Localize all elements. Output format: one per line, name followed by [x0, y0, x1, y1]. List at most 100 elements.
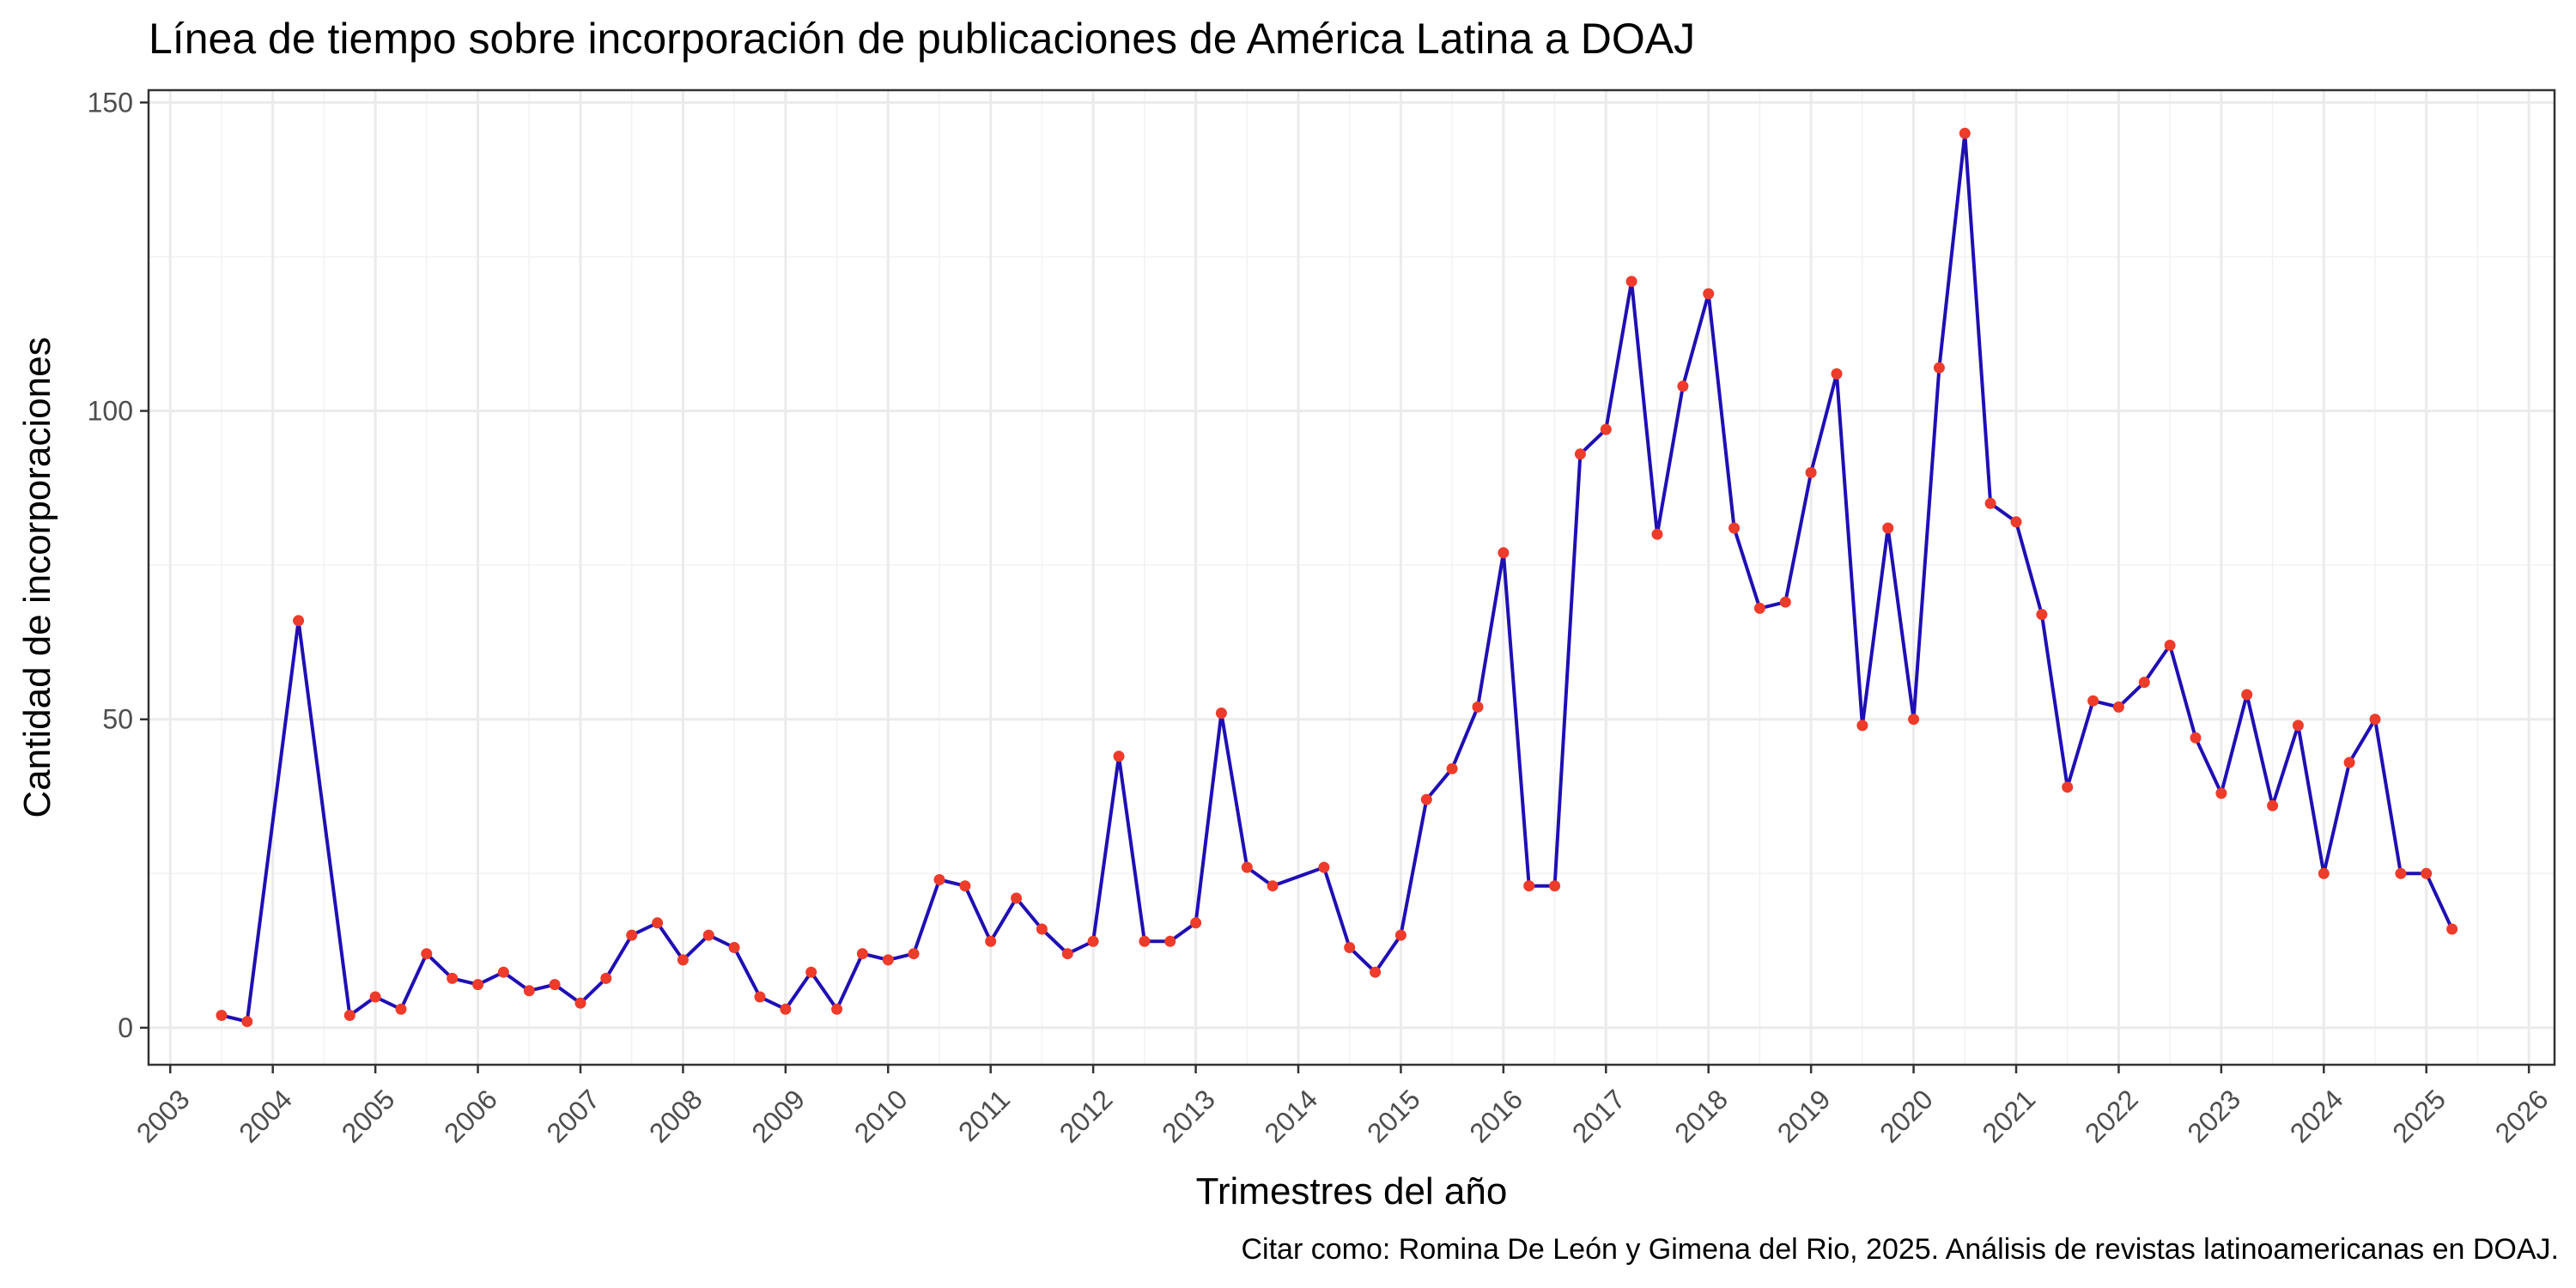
data-point — [702, 929, 714, 941]
data-point — [1549, 880, 1561, 892]
data-point — [1600, 423, 1612, 435]
data-point — [728, 942, 740, 953]
plot-panel-border — [147, 88, 2556, 1066]
x-tick-label: 2026 — [2489, 1084, 2555, 1149]
data-point — [600, 972, 612, 984]
data-point — [2446, 923, 2458, 935]
data-point — [1139, 935, 1151, 947]
data-point — [1651, 528, 1663, 540]
data-point — [882, 954, 894, 966]
grid-minor — [149, 90, 2555, 1065]
data-point — [369, 991, 381, 1003]
data-point — [1498, 547, 1510, 559]
x-tick-label: 2014 — [1259, 1084, 1324, 1149]
y-tick-label: 50 — [102, 704, 133, 735]
data-point — [1933, 361, 1945, 374]
data-point — [1370, 966, 1382, 978]
data-point — [574, 997, 586, 1009]
data-point — [549, 979, 561, 991]
x-tick-label: 2017 — [1566, 1084, 1631, 1149]
x-tick-label: 2013 — [1156, 1084, 1221, 1149]
data-point — [1908, 714, 1920, 726]
x-tick-label: 2008 — [643, 1084, 708, 1149]
data-point — [985, 935, 997, 947]
data-point — [933, 874, 945, 885]
data-point — [2267, 799, 2279, 811]
data-point — [1779, 596, 1791, 608]
x-tick-label: 2004 — [233, 1084, 298, 1149]
data-point — [2421, 867, 2433, 879]
y-axis: 0 50 100 150 — [88, 87, 149, 1043]
data-point — [1061, 948, 1073, 960]
data-point — [1215, 708, 1227, 719]
data-point — [497, 966, 509, 978]
data-point — [1856, 720, 1868, 732]
data-point — [472, 979, 484, 991]
data-point — [1984, 497, 1996, 509]
data-point — [1036, 923, 1048, 935]
x-tick-label: 2012 — [1054, 1084, 1119, 1149]
y-tick-label: 0 — [118, 1012, 133, 1043]
data-point — [1703, 288, 1715, 300]
x-axis: 2003 2004 2005 2006 2007 2008 2009 2010 2011 2012… — [131, 1065, 2555, 1149]
data-point — [1318, 861, 1330, 873]
data-point — [1190, 917, 1202, 929]
data-point — [1882, 522, 1894, 534]
data-point — [2369, 714, 2381, 726]
data-point — [1753, 602, 1765, 614]
data-point — [1959, 127, 1971, 139]
x-tick-label: 2006 — [438, 1084, 503, 1149]
x-tick-label: 2005 — [336, 1084, 401, 1149]
data-point — [395, 1003, 407, 1015]
data-point — [780, 1003, 792, 1015]
x-tick-label: 2024 — [2284, 1084, 2349, 1149]
x-tick-label: 2015 — [1361, 1084, 1426, 1149]
x-axis-title: Trimestres del año — [1196, 1170, 1508, 1212]
data-point — [805, 966, 817, 978]
x-tick-label: 2021 — [1977, 1084, 2042, 1149]
data-point — [2062, 781, 2074, 793]
data-point — [2138, 677, 2150, 689]
data-point — [1394, 929, 1406, 941]
x-tick-label: 2025 — [2386, 1084, 2451, 1149]
data-point — [216, 1010, 228, 1021]
x-tick-label: 2023 — [2181, 1084, 2246, 1149]
data-point — [1831, 368, 1843, 380]
chart-title: Línea de tiempo sobre incorporación de p… — [149, 15, 1695, 63]
data-point — [2036, 609, 2048, 621]
data-point — [1241, 861, 1253, 873]
x-tick-label: 2007 — [541, 1084, 606, 1149]
data-point — [293, 615, 305, 627]
data-point — [1728, 522, 1741, 534]
data-point — [1805, 466, 1817, 478]
data-point — [1574, 448, 1586, 460]
data-point — [343, 1010, 355, 1021]
data-point — [241, 1016, 253, 1028]
data-point — [754, 991, 766, 1003]
x-tick-label: 2009 — [745, 1084, 811, 1149]
data-point — [652, 917, 664, 929]
data-point — [2292, 720, 2304, 732]
data-point — [1344, 942, 1356, 953]
data-point — [959, 880, 971, 892]
data-point — [421, 948, 433, 960]
data-point — [831, 1003, 843, 1015]
data-point — [2395, 867, 2407, 879]
chart-caption: Citar como: Romina De León y Gimena del … — [1242, 1233, 2560, 1266]
x-tick-label: 2011 — [952, 1084, 1016, 1147]
y-axis-title: Cantidad de incorporaciones — [16, 337, 58, 817]
data-point — [856, 948, 868, 960]
data-point — [1164, 935, 1176, 947]
x-tick-label: 2003 — [131, 1084, 196, 1149]
x-tick-label: 2018 — [1668, 1084, 1734, 1149]
data-point — [1420, 793, 1432, 805]
data-point — [2215, 787, 2227, 799]
y-tick-label: 100 — [88, 396, 133, 427]
data-point — [1087, 935, 1099, 947]
data-point — [2318, 867, 2330, 879]
y-tick-label: 150 — [88, 87, 133, 118]
x-tick-label: 2019 — [1771, 1084, 1837, 1149]
data-point — [908, 948, 920, 960]
data-point — [1625, 276, 1637, 288]
